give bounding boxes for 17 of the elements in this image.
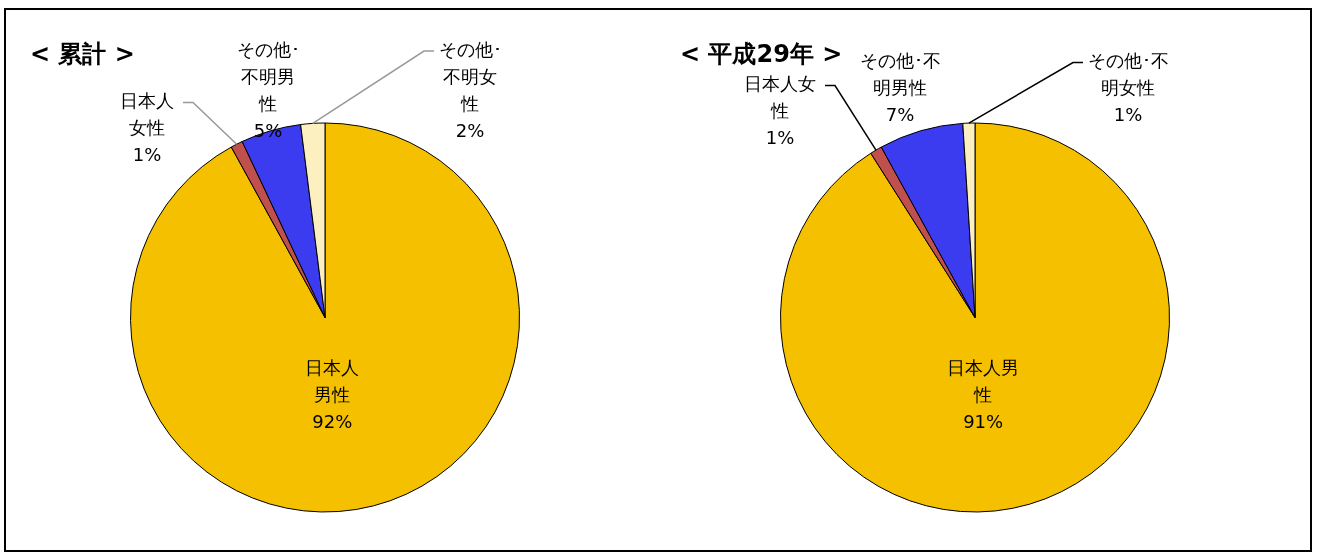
- data-label: 91%: [963, 410, 1004, 432]
- slice-label: 日本人女性: [744, 73, 816, 122]
- data-label: 92%: [312, 411, 353, 433]
- chart-title: < 平成29年 >: [680, 39, 843, 70]
- slice-label: その他･不明女性: [438, 38, 502, 114]
- data-label: 7%: [885, 104, 915, 126]
- slice-label: 日本人男性: [305, 357, 360, 406]
- slice-label: その他･不明男性: [236, 38, 300, 114]
- slice-label: その他･不明男性: [859, 50, 941, 99]
- data-label: 1%: [1113, 104, 1143, 126]
- data-label: 2%: [455, 119, 485, 141]
- data-label: 1%: [132, 144, 162, 166]
- slice-label: 日本人女性: [120, 90, 174, 139]
- slice-label: 日本人男性: [947, 356, 1020, 405]
- slice-label: その他･不明女性: [1087, 50, 1169, 99]
- chart-title: < 累計 >: [30, 39, 135, 70]
- data-label: 1%: [765, 127, 795, 149]
